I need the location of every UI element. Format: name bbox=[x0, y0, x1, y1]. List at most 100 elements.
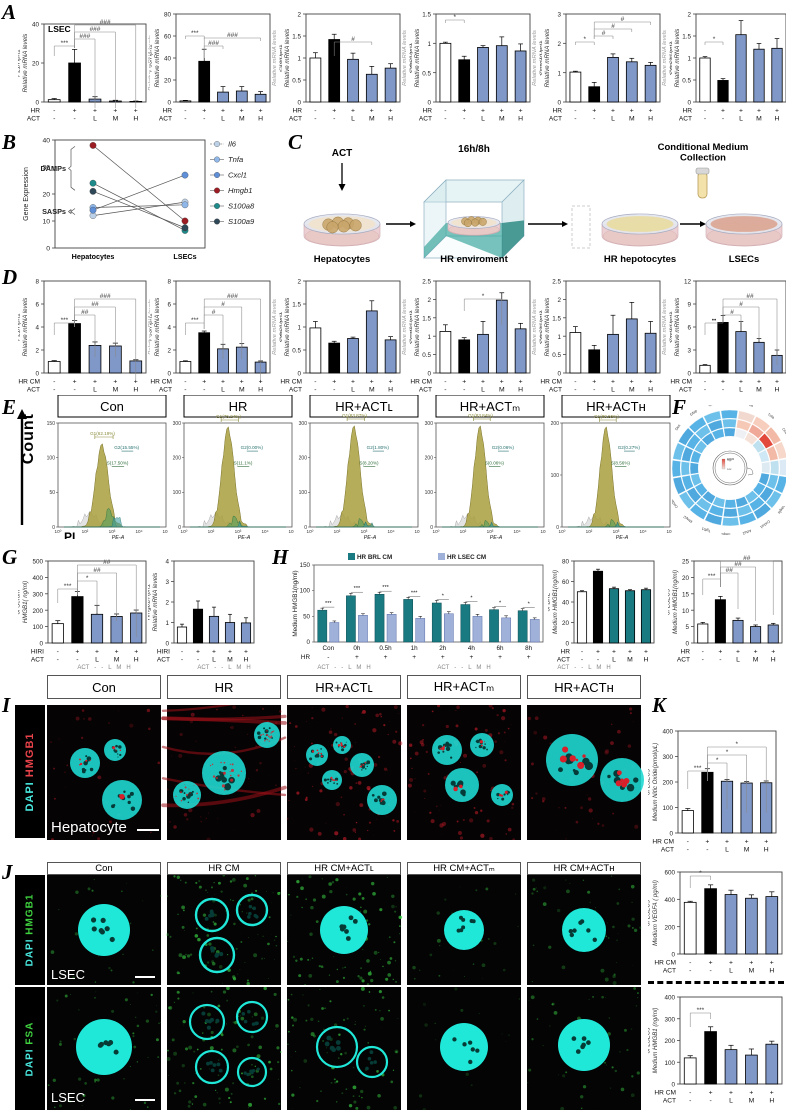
svg-text:1: 1 bbox=[427, 41, 431, 48]
svg-text:+: + bbox=[134, 107, 138, 114]
svg-text:-: - bbox=[184, 378, 186, 385]
svg-text:-: - bbox=[203, 116, 205, 123]
svg-text:300: 300 bbox=[664, 1016, 675, 1023]
svg-text:H: H bbox=[764, 847, 769, 854]
svg-text:H: H bbox=[258, 387, 263, 394]
svg-text:+: + bbox=[351, 107, 355, 114]
svg-text:-: - bbox=[574, 116, 576, 123]
svg-text:ACT: ACT bbox=[157, 657, 170, 664]
svg-text:+: + bbox=[134, 378, 138, 385]
svg-text:+: + bbox=[644, 648, 648, 655]
svg-text:HR enviroment: HR enviroment bbox=[440, 254, 508, 265]
svg-text:M: M bbox=[749, 1098, 755, 1105]
svg-text:HR CM: HR CM bbox=[654, 1089, 676, 1096]
svg-text:Relative mRNA levels: Relative mRNA levels bbox=[402, 30, 408, 86]
svg-text:0: 0 bbox=[671, 1082, 675, 1089]
svg-text:Tgfb1: Tgfb1 bbox=[701, 526, 711, 533]
svg-text:M: M bbox=[744, 847, 750, 854]
svg-text:HR BRL CM: HR BRL CM bbox=[357, 554, 392, 561]
svg-text:-: - bbox=[702, 648, 704, 655]
svg-text:40: 40 bbox=[164, 56, 172, 63]
svg-text:0.5: 0.5 bbox=[422, 70, 431, 77]
svg-text:600: 600 bbox=[664, 870, 675, 877]
svg-text:+: + bbox=[592, 107, 596, 114]
svg-text:100: 100 bbox=[300, 588, 311, 595]
svg-text:HR: HR bbox=[552, 107, 562, 114]
svg-text:G1(62.19%): G1(62.19%) bbox=[90, 431, 115, 436]
svg-text:-: - bbox=[722, 387, 724, 394]
svg-text:1: 1 bbox=[297, 325, 301, 332]
svg-text:0: 0 bbox=[557, 100, 561, 107]
svg-text:H: H bbox=[133, 387, 138, 394]
svg-text:300: 300 bbox=[299, 421, 308, 427]
svg-text:100: 100 bbox=[551, 473, 560, 479]
svg-text:L: L bbox=[736, 657, 740, 664]
svg-text:+: + bbox=[115, 648, 119, 655]
svg-text:+: + bbox=[73, 107, 77, 114]
svg-text:+: + bbox=[628, 648, 632, 655]
svg-text:200: 200 bbox=[425, 455, 434, 461]
svg-text:Relative mRNA levels: Relative mRNA levels bbox=[544, 29, 551, 88]
svg-text:***: *** bbox=[354, 586, 361, 592]
svg-text:H: H bbox=[769, 968, 774, 975]
svg-text:M: M bbox=[499, 387, 505, 394]
svg-text:-: - bbox=[463, 116, 465, 123]
svg-text:150: 150 bbox=[300, 562, 311, 569]
svg-text:0: 0 bbox=[35, 100, 39, 107]
svg-text:16h/8h: 16h/8h bbox=[458, 144, 490, 155]
svg-text:+: + bbox=[736, 648, 740, 655]
svg-text:200: 200 bbox=[299, 455, 308, 461]
svg-text:Ccnd1/Hprt1: Ccnd1/Hprt1 bbox=[410, 310, 414, 344]
svg-text:50: 50 bbox=[49, 490, 55, 496]
svg-text:*: * bbox=[499, 601, 502, 607]
svg-text:15: 15 bbox=[682, 591, 690, 598]
svg-text:S100a8: S100a8 bbox=[228, 202, 255, 211]
svg-text:12: 12 bbox=[684, 279, 692, 286]
svg-text:100: 100 bbox=[662, 805, 673, 812]
svg-text:20: 20 bbox=[164, 78, 172, 85]
svg-text:3: 3 bbox=[687, 348, 691, 355]
svg-text:M: M bbox=[627, 657, 633, 664]
svg-text:Relative mRNA levels: Relative mRNA levels bbox=[532, 299, 538, 355]
svg-text:-: - bbox=[333, 387, 335, 394]
svg-text:ACT: ACT bbox=[31, 657, 44, 664]
svg-text:10²: 10² bbox=[334, 529, 341, 534]
svg-text:Con: Con bbox=[323, 645, 335, 652]
svg-text:-: - bbox=[687, 838, 689, 845]
svg-text:-: - bbox=[57, 657, 59, 664]
svg-text:400: 400 bbox=[664, 995, 675, 1002]
svg-text:M: M bbox=[756, 116, 762, 123]
svg-text:S(17.50%): S(17.50%) bbox=[107, 461, 129, 466]
svg-text:HR: HR bbox=[229, 399, 248, 414]
svg-text:200: 200 bbox=[662, 780, 673, 787]
svg-text:9: 9 bbox=[687, 302, 691, 309]
svg-text:-: - bbox=[314, 378, 316, 385]
svg-text:2: 2 bbox=[35, 348, 39, 355]
svg-text:+: + bbox=[749, 1089, 753, 1096]
svg-text:10: 10 bbox=[42, 219, 50, 226]
svg-text:HR: HR bbox=[422, 107, 432, 114]
svg-text:ACT: ACT bbox=[663, 968, 676, 975]
svg-text:+: + bbox=[718, 648, 722, 655]
svg-text:10⁰: 10⁰ bbox=[559, 529, 566, 534]
svg-text:H: H bbox=[648, 116, 653, 123]
svg-text:Relative mRNA levels: Relative mRNA levels bbox=[662, 30, 668, 86]
svg-text:+: + bbox=[749, 959, 753, 966]
svg-text:L: L bbox=[351, 116, 355, 123]
svg-text:Cdk2/Hprt1: Cdk2/Hprt1 bbox=[280, 312, 284, 343]
svg-text:ACT: ACT bbox=[661, 847, 674, 854]
svg-text:+: + bbox=[221, 107, 225, 114]
svg-text:L: L bbox=[221, 116, 225, 123]
svg-text:+: + bbox=[202, 107, 206, 114]
svg-text:L: L bbox=[481, 387, 485, 394]
svg-text:1: 1 bbox=[557, 334, 561, 341]
svg-text:+: + bbox=[630, 378, 634, 385]
svg-text:-: - bbox=[197, 657, 199, 664]
svg-text:Relative mRNA levels: Relative mRNA levels bbox=[414, 298, 421, 357]
svg-text:Medium Nitic Oxide(pmol/μL): Medium Nitic Oxide(pmol/μL) bbox=[652, 743, 659, 822]
svg-text:Relative mRNA levels: Relative mRNA levels bbox=[662, 299, 668, 355]
svg-text:Relative mRNA levels: Relative mRNA levels bbox=[414, 29, 421, 88]
svg-text:+: + bbox=[612, 648, 616, 655]
svg-text:1h: 1h bbox=[411, 645, 419, 652]
svg-text:ACT: ACT bbox=[332, 148, 353, 159]
